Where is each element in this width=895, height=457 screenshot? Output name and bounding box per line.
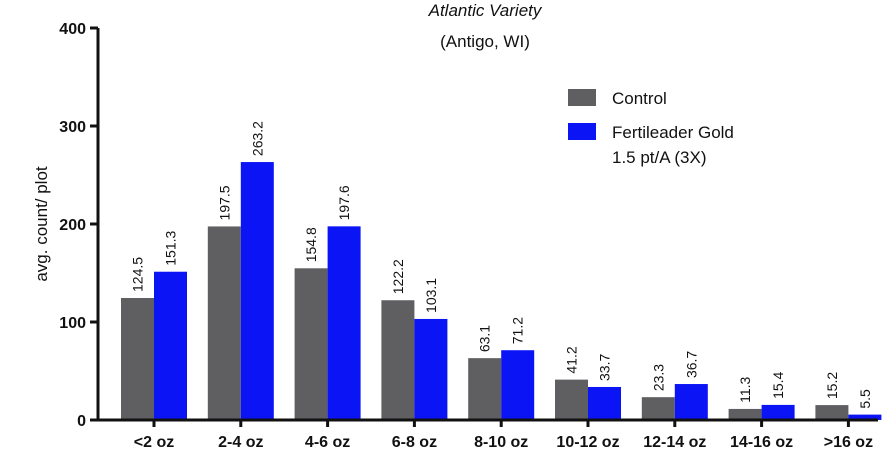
data-label-fertileader: 103.1 <box>423 278 439 313</box>
x-tick-label: 6-8 oz <box>392 434 437 451</box>
bar-fertileader <box>588 386 621 420</box>
y-tick-label: 200 <box>59 217 86 234</box>
bar-fertileader <box>327 226 361 420</box>
data-label-control: 11.3 <box>737 377 753 403</box>
data-label-fertileader: 197.6 <box>336 185 352 220</box>
x-axis-ticks: <2 oz 2-4 oz 4-6 oz 6-8 oz 8-10 oz 10-12 oz 12… <box>134 420 873 451</box>
data-label-control: 41.2 <box>564 346 580 373</box>
x-tick-label: 12-14 oz <box>643 434 706 451</box>
legend-label-fertileader-line-2: 1.5 pt/A (3X) <box>612 148 707 167</box>
bar-fertileader <box>674 384 708 420</box>
legend-swatch-control <box>568 89 596 106</box>
legend-label-fertileader-line-1: Fertileader Gold <box>612 123 734 142</box>
y-tick-label: 0 <box>77 413 86 430</box>
bar-control <box>381 300 415 420</box>
bar-control <box>728 408 762 420</box>
legend: Control Fertileader Gold 1.5 pt/A (3X) <box>568 89 734 167</box>
data-label-fertileader: 33.7 <box>597 354 613 381</box>
x-tick-label: 8-10 oz <box>474 434 528 451</box>
data-label-fertileader: 71.2 <box>510 317 526 344</box>
x-tick-label: <2 oz <box>134 434 174 451</box>
legend-swatch-fertileader <box>568 123 596 140</box>
y-tick-label: 300 <box>59 119 86 136</box>
y-axis-label: avg. count/ plot <box>32 166 51 282</box>
x-tick-label: 2-4 oz <box>218 434 263 451</box>
legend-label-control: Control <box>612 89 667 108</box>
data-label-control: 15.2 <box>824 372 840 399</box>
x-tick-label: >16 oz <box>824 434 873 451</box>
bar-control <box>641 397 675 420</box>
chart-title-line-2: (Antigo, WI) <box>440 32 530 51</box>
x-tick-label: 4-6 oz <box>305 434 350 451</box>
bar-fertileader <box>414 318 448 420</box>
data-label-control: 154.8 <box>303 227 319 262</box>
data-label-control: 124.5 <box>130 257 146 292</box>
bar-control <box>815 405 849 420</box>
y-tick-label: 100 <box>59 315 86 332</box>
bar-fertileader <box>240 162 274 420</box>
data-label-control: 23.3 <box>650 364 666 391</box>
x-tick-label: 10-12 oz <box>556 434 619 451</box>
bar-control <box>555 379 588 420</box>
data-label-control: 63.1 <box>477 325 493 352</box>
bars <box>121 162 882 420</box>
chart-title-line-1: Atlantic Variety <box>428 1 543 20</box>
data-label-control: 122.2 <box>390 259 406 294</box>
data-label-fertileader: 151.3 <box>163 230 179 265</box>
y-tick-label: 400 <box>59 21 86 38</box>
bar-control <box>207 226 241 420</box>
bar-control <box>468 358 502 420</box>
data-label-fertileader: 36.7 <box>683 351 699 378</box>
y-axis-ticks: 0 100 200 300 400 <box>59 21 98 430</box>
bar-fertileader <box>154 271 187 420</box>
bar-control <box>294 268 328 420</box>
x-tick-label: 14-16 oz <box>730 434 793 451</box>
bar-fertileader <box>848 414 882 420</box>
data-label-fertileader: 15.4 <box>770 371 786 398</box>
data-label-fertileader: 5.5 <box>857 389 873 409</box>
data-label-fertileader: 263.2 <box>249 121 265 156</box>
bar-fertileader <box>761 404 795 420</box>
data-labels: 124.5 151.3 197.5 263.2 154.8 197.6 122.2 103.1… <box>130 121 873 409</box>
bar-fertileader <box>501 350 535 420</box>
bar-control <box>121 297 154 420</box>
data-label-control: 197.5 <box>216 185 232 220</box>
